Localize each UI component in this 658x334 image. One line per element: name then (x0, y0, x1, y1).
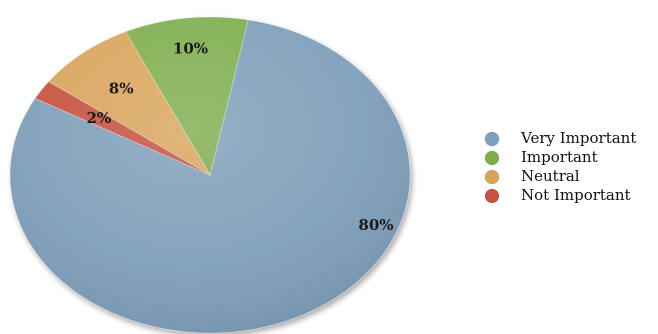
legend-marker-not-important (484, 188, 500, 204)
slice-label-important: 10% (173, 40, 208, 58)
slice-label-neutral: 8% (109, 80, 134, 98)
slice-label-very-important: 80% (358, 216, 393, 234)
slice-labels: 80% 10% 8% 2% (86, 40, 393, 234)
legend-label-neutral: Neutral (521, 167, 580, 185)
legend-label-not-important: Not Important (521, 186, 631, 204)
legend-marker-very-important (484, 131, 500, 147)
legend-label-important: Important (521, 148, 598, 166)
slice-label-not-important: 2% (86, 109, 111, 127)
legend-label-very-important: Very Important (520, 129, 636, 147)
pie-slices (9, 16, 411, 334)
legend-marker-neutral (484, 169, 500, 185)
legend-marker-important (484, 150, 500, 166)
